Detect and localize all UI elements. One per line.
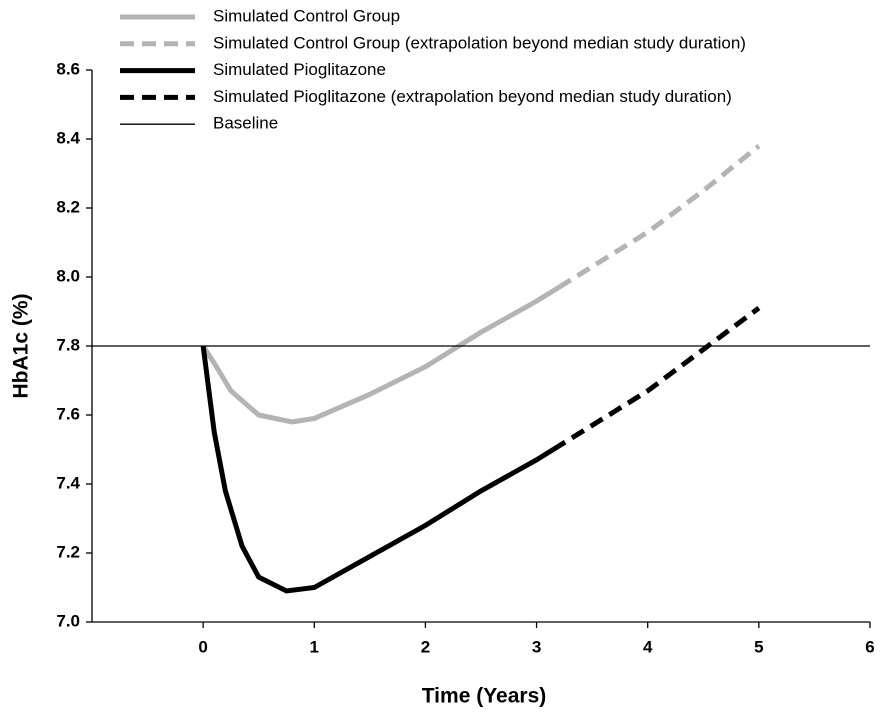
legend-label: Simulated Pioglitazone bbox=[213, 60, 386, 79]
legend-label: Baseline bbox=[213, 114, 278, 133]
series-line bbox=[551, 306, 761, 452]
y-tick-label: 8.2 bbox=[56, 197, 80, 216]
series-line bbox=[201, 285, 561, 425]
y-tick-label: 8.0 bbox=[56, 266, 80, 285]
y-axis-label: HbA1c (%) bbox=[10, 293, 33, 398]
x-axis-label: Time (Years) bbox=[422, 685, 547, 708]
y-tick-label: 8.6 bbox=[56, 59, 80, 78]
x-tick-label: 5 bbox=[754, 637, 763, 656]
y-tick-label: 8.4 bbox=[56, 128, 80, 147]
x-tick-label: 4 bbox=[643, 637, 653, 656]
x-tick-label: 2 bbox=[421, 637, 430, 656]
legend-label: Simulated Control Group (extrapolation b… bbox=[213, 33, 746, 52]
legend-label: Simulated Control Group bbox=[213, 6, 400, 25]
y-tick-label: 7.6 bbox=[56, 404, 80, 423]
legend-label: Simulated Pioglitazone (extrapolation be… bbox=[213, 87, 732, 106]
x-tick-label: 0 bbox=[198, 637, 207, 656]
y-tick-label: 7.0 bbox=[56, 611, 80, 630]
y-tick-label: 7.4 bbox=[56, 473, 80, 492]
x-tick-label: 6 bbox=[865, 637, 874, 656]
series-line bbox=[200, 345, 555, 594]
series-line bbox=[557, 143, 761, 290]
x-tick-label: 1 bbox=[310, 637, 319, 656]
x-tick-label: 3 bbox=[532, 637, 541, 656]
y-tick-label: 7.2 bbox=[56, 542, 80, 561]
y-tick-label: 7.8 bbox=[56, 335, 80, 354]
